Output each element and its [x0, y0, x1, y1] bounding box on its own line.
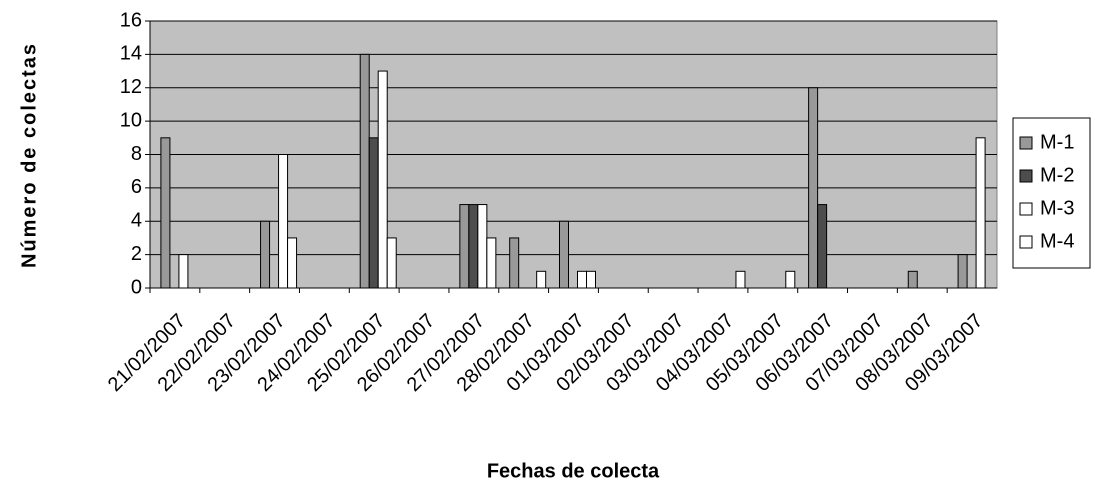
bar	[808, 87, 819, 289]
bar	[957, 254, 968, 289]
bar	[536, 270, 547, 289]
bar	[260, 220, 271, 289]
bar	[377, 70, 388, 289]
y-tick-label: 4	[131, 210, 142, 232]
bar	[160, 137, 171, 289]
bar	[178, 254, 189, 289]
y-tick-label: 6	[131, 176, 142, 198]
y-axis-title: Número de colectas	[18, 42, 40, 268]
legend-label: M-4	[1040, 230, 1074, 252]
y-tick-label: 14	[120, 43, 142, 65]
bar	[586, 270, 596, 289]
bar	[509, 237, 520, 289]
bar	[577, 270, 587, 289]
bar	[278, 154, 289, 289]
legend-swatch	[1019, 136, 1033, 150]
legend-swatch	[1019, 235, 1033, 249]
bar	[468, 204, 479, 289]
bar	[907, 270, 918, 289]
bar	[735, 270, 746, 289]
bar	[459, 204, 470, 289]
bar	[386, 237, 397, 289]
bar	[486, 237, 497, 289]
legend-label: M-2	[1040, 164, 1074, 186]
bar	[368, 137, 379, 289]
legend-label: M-3	[1040, 197, 1074, 219]
legend-label: M-1	[1040, 131, 1074, 153]
bar	[287, 237, 298, 289]
y-tick-label: 0	[131, 276, 142, 298]
y-tick-label: 2	[131, 243, 142, 265]
bar	[477, 204, 488, 289]
bar	[359, 53, 370, 289]
x-axis-title: Fechas de colecta	[487, 460, 660, 482]
legend-swatch	[1019, 202, 1033, 216]
bar	[817, 204, 828, 289]
bar	[975, 137, 986, 289]
y-tick-label: 8	[131, 143, 142, 165]
bar	[785, 270, 796, 289]
legend-swatch	[1019, 169, 1033, 183]
y-tick-label: 10	[120, 109, 142, 131]
bar	[559, 220, 569, 289]
y-tick-label: 12	[120, 76, 142, 98]
y-tick-label: 16	[120, 9, 142, 31]
